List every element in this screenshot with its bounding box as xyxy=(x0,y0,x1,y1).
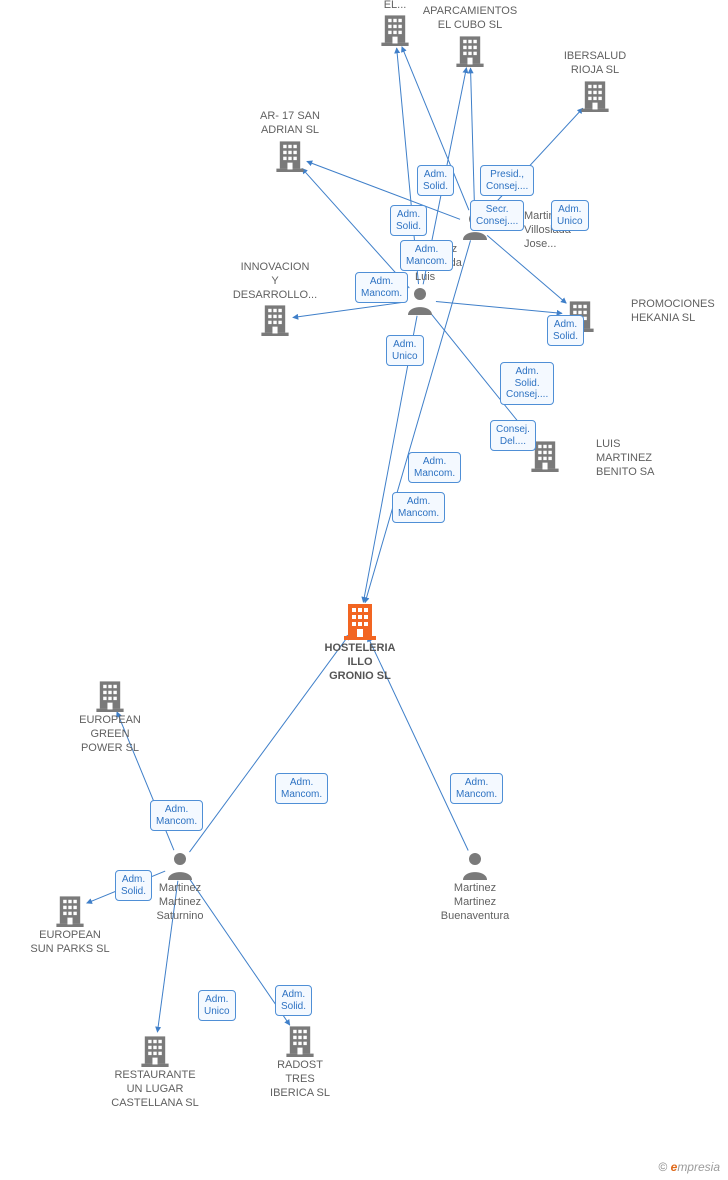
person-icon xyxy=(165,850,195,880)
building-icon xyxy=(378,12,412,46)
copyright-symbol: © xyxy=(658,1160,667,1174)
brand-rest: mpresia xyxy=(677,1160,720,1174)
node-label: EUROPEAN GREEN POWER SL xyxy=(60,714,160,755)
node-label: APARCAMIENTOS EL CUBO SL xyxy=(420,5,520,33)
company-node-hosteleria[interactable]: HOSTELERIA ILLO GRONIO SL xyxy=(310,600,410,683)
building-icon xyxy=(138,1033,172,1067)
edge-label: Adm. Solid. xyxy=(547,315,584,346)
node-label: INNOVACION Y DESARROLLO... xyxy=(225,261,325,302)
node-label: RADOST TRES IBERICA SL xyxy=(250,1059,350,1100)
edge-label: Consej. Del.... xyxy=(490,420,536,451)
edge-label: Adm. Unico xyxy=(198,990,236,1021)
edge-label: Adm. Mancom. xyxy=(355,272,408,303)
edge-label: Adm. Solid. xyxy=(115,870,152,901)
node-label: IBERSALUD RIOJA SL xyxy=(545,50,645,78)
node-label: AR- 17 SAN ADRIAN SL xyxy=(240,110,340,138)
company-node-radost[interactable]: RADOST TRES IBERICA SL xyxy=(250,1023,350,1100)
edge xyxy=(486,108,583,213)
watermark: © empresia xyxy=(658,1160,720,1174)
building-icon xyxy=(283,1023,317,1057)
building-icon xyxy=(453,33,487,67)
company-node-ar17[interactable]: AR- 17 SAN ADRIAN SL xyxy=(240,110,340,174)
edge-label: Presid., Consej.... xyxy=(480,165,534,196)
person-icon xyxy=(405,285,435,315)
edge-label: Adm. Solid. Consej.... xyxy=(500,362,554,405)
edge-label: Secr. Consej.... xyxy=(470,200,524,231)
building-icon xyxy=(93,678,127,712)
company-node-esunparks[interactable]: EUROPEAN SUN PARKS SL xyxy=(20,893,120,957)
company-node-aparcamientos[interactable]: APARCAMIENTOS EL CUBO SL xyxy=(420,5,520,69)
building-icon xyxy=(273,138,307,172)
person-node-luis[interactable]: Martinez Villoslada Luis xyxy=(405,285,435,317)
node-label: HOSTELERIA ILLO GRONIO SL xyxy=(310,642,410,683)
building-icon xyxy=(53,893,87,927)
company-node-egpower[interactable]: EUROPEAN GREEN POWER SL xyxy=(60,678,160,755)
company-node-innovacion[interactable]: INNOVACION Y DESARROLLO... xyxy=(225,261,325,338)
company-node-ibersalud[interactable]: IBERSALUD RIOJA SL xyxy=(545,50,645,114)
edges-layer xyxy=(0,0,728,1180)
edge-label: Adm. Unico xyxy=(386,335,424,366)
edge-label: Adm. Mancom. xyxy=(450,773,503,804)
edge-label: Adm. Solid. xyxy=(417,165,454,196)
edge-label: Adm. Mancom. xyxy=(400,240,453,271)
node-label: EUROPEAN SUN PARKS SL xyxy=(20,929,120,957)
node-label: LUIS MARTINEZ BENITO SA xyxy=(596,438,696,479)
node-label: PROMOCIONES HEKANIA SL xyxy=(631,298,728,326)
edge-label: Adm. Mancom. xyxy=(150,800,203,831)
edge xyxy=(436,301,562,313)
edge-label: Adm. Mancom. xyxy=(408,452,461,483)
person-icon xyxy=(460,850,490,880)
building-icon xyxy=(340,600,380,640)
company-node-restaurante[interactable]: RESTAURANTE UN LUGAR CASTELLANA SL xyxy=(105,1033,205,1110)
edge-label: Adm. Mancom. xyxy=(392,492,445,523)
edge-label: Adm. Mancom. xyxy=(275,773,328,804)
building-icon xyxy=(578,78,612,112)
node-label: Martinez Martinez Buenaventura xyxy=(425,882,525,923)
edge-label: Adm. Unico xyxy=(551,200,589,231)
person-node-buenaventura[interactable]: Martinez Martinez Buenaventura xyxy=(425,850,525,923)
edge xyxy=(471,68,475,209)
edge-label: Adm. Solid. xyxy=(275,985,312,1016)
building-icon xyxy=(258,302,292,336)
edge-label: Adm. Solid. xyxy=(390,205,427,236)
node-label: RESTAURANTE UN LUGAR CASTELLANA SL xyxy=(105,1069,205,1110)
diagram-canvas: GESTIONES INMOBILIARIAS EL... APARCAMIEN… xyxy=(0,0,728,1180)
